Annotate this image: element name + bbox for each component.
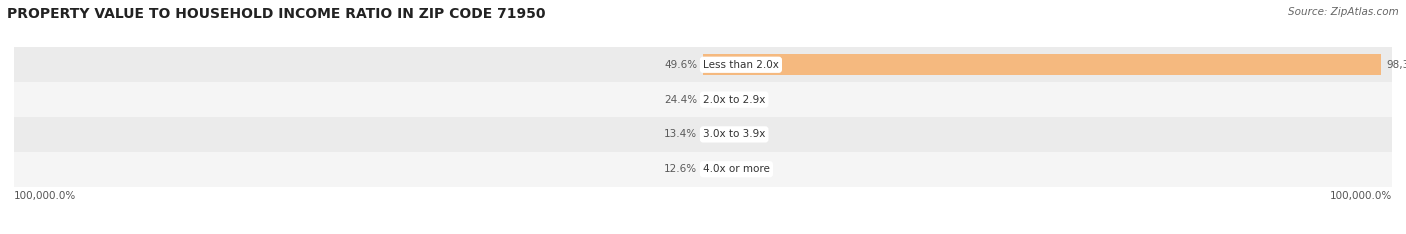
Text: 12.6%: 12.6% <box>664 164 697 174</box>
Text: Source: ZipAtlas.com: Source: ZipAtlas.com <box>1288 7 1399 17</box>
Text: 98,395.8%: 98,395.8% <box>1386 60 1406 70</box>
Text: PROPERTY VALUE TO HOUSEHOLD INCOME RATIO IN ZIP CODE 71950: PROPERTY VALUE TO HOUSEHOLD INCOME RATIO… <box>7 7 546 21</box>
Text: 24.4%: 24.4% <box>664 95 697 105</box>
Text: 100,000.0%: 100,000.0% <box>14 191 76 201</box>
Bar <box>14 82 1392 117</box>
Text: 3.0x to 3.9x: 3.0x to 3.9x <box>703 129 765 139</box>
Bar <box>14 117 1392 152</box>
Text: 2.0x to 2.9x: 2.0x to 2.9x <box>703 95 765 105</box>
Text: Less than 2.0x: Less than 2.0x <box>703 60 779 70</box>
Text: 11.3%: 11.3% <box>709 129 742 139</box>
Text: 63.4%: 63.4% <box>709 95 742 105</box>
Text: 4.0x or more: 4.0x or more <box>703 164 770 174</box>
Text: 100,000.0%: 100,000.0% <box>1330 191 1392 201</box>
Bar <box>703 54 1381 75</box>
Text: 49.6%: 49.6% <box>664 60 697 70</box>
Bar <box>14 47 1392 82</box>
Text: 13.4%: 13.4% <box>664 129 697 139</box>
Text: 8.5%: 8.5% <box>709 164 735 174</box>
Bar <box>14 152 1392 187</box>
